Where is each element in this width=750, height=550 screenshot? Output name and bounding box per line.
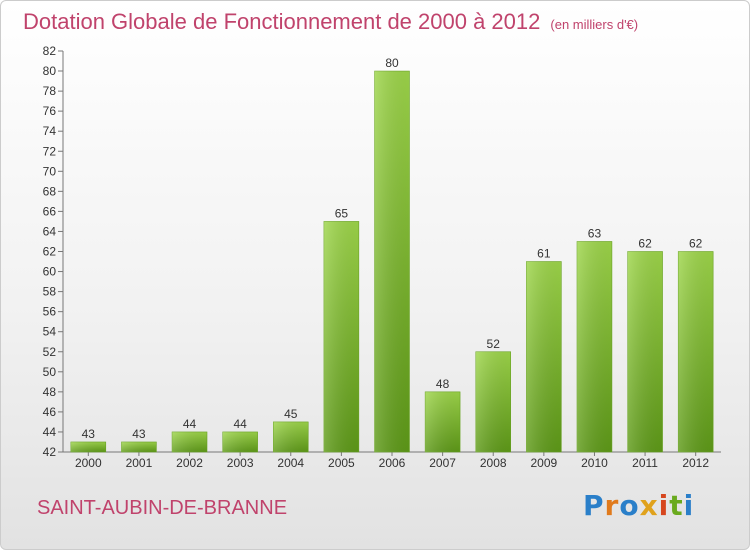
x-tick-label: 2005 [328, 456, 355, 470]
bar-shade [323, 221, 359, 452]
y-tick-label: 50 [43, 365, 57, 379]
chart-title: Dotation Globale de Fonctionnement de 20… [23, 9, 638, 35]
y-tick-label: 58 [43, 285, 57, 299]
bars [70, 70, 714, 453]
y-tick-label: 70 [43, 164, 57, 178]
x-tick-label: 2000 [75, 456, 102, 470]
bar-value-label: 52 [487, 337, 501, 351]
y-tick-label: 44 [43, 425, 57, 439]
x-tick-label: 2010 [581, 456, 608, 470]
y-tick-label: 68 [43, 184, 57, 198]
x-tick-label: 2002 [176, 456, 203, 470]
bar-value-label: 43 [132, 427, 146, 441]
x-tick-label: 2001 [126, 456, 153, 470]
y-axis: 42 44 46 48 50 52 54 56 58 60 62 64 66 68 70 72 74 76 78 80… [43, 44, 64, 459]
y-tick-label: 74 [43, 124, 57, 138]
y-tick-label: 46 [43, 405, 57, 419]
bar-value-label: 44 [233, 417, 247, 431]
bar-value-label: 80 [385, 56, 399, 70]
y-tick-label: 62 [43, 245, 57, 259]
bar-shade [627, 251, 663, 452]
x-tick-label: 2012 [682, 456, 709, 470]
x-tick-label: 2003 [227, 456, 254, 470]
y-tick-label: 52 [43, 345, 57, 359]
bar-shade [526, 261, 562, 452]
bar-shade [678, 251, 714, 452]
y-tick-label: 80 [43, 64, 57, 78]
x-tick-label: 2006 [379, 456, 406, 470]
y-tick-label: 66 [43, 204, 57, 218]
chart-title-text: Dotation Globale de Fonctionnement de 20… [23, 9, 541, 34]
bar-value-label: 43 [82, 427, 96, 441]
y-tick-label: 48 [43, 385, 57, 399]
place-name: SAINT-AUBIN-DE-BRANNE [37, 497, 288, 519]
bar-value-label: 65 [335, 206, 349, 220]
bar-shade [121, 441, 157, 452]
y-tick-label: 64 [43, 224, 57, 238]
x-tick-label: 2008 [480, 456, 507, 470]
logo-letter: t [669, 489, 684, 522]
x-tick-label: 2009 [530, 456, 557, 470]
bar-value-label: 61 [537, 247, 551, 261]
logo-letter: r [604, 489, 620, 522]
bar-shade [425, 391, 461, 452]
bar-value-label: 48 [436, 377, 450, 391]
y-tick-label: 54 [43, 325, 57, 339]
x-tick-label: 2011 [632, 456, 658, 470]
logo-letter: i [658, 489, 670, 522]
x-axis: 2000 2001 2002 2003 2004 2005 2006 2007 2008 2009… [63, 451, 721, 470]
y-tick-label: 60 [43, 265, 57, 279]
chart-subtitle: (en milliers d'€) [550, 17, 639, 32]
logo-letter: x [639, 489, 659, 522]
x-tick-label: 2007 [429, 456, 456, 470]
x-tick-label: 2004 [277, 456, 304, 470]
logo-letter: o [619, 489, 640, 522]
data-labels: 43 43 44 44 45 65 80 48 52 61 63 62 62 [82, 56, 703, 441]
bar-shade [273, 421, 309, 452]
bar-value-label: 44 [183, 417, 197, 431]
y-tick-label: 72 [43, 144, 57, 158]
bar-value-label: 62 [638, 237, 652, 251]
bar-shade [222, 431, 258, 452]
logo-letter: i [683, 489, 695, 522]
proxiti-logo[interactable]: Proxiti [583, 489, 694, 522]
bar-shade [374, 71, 410, 453]
bar-shade [70, 441, 106, 452]
bar-value-label: 62 [689, 237, 703, 251]
bar-shade [172, 431, 208, 452]
y-tick-label: 56 [43, 305, 57, 319]
bar-shade [475, 351, 511, 452]
bar-value-label: 63 [588, 226, 602, 240]
y-tick-label: 42 [43, 445, 57, 459]
logo-letter: P [583, 489, 605, 522]
y-tick-label: 82 [43, 44, 57, 58]
y-tick-label: 76 [43, 104, 57, 118]
bar-value-label: 45 [284, 407, 298, 421]
bar-shade [576, 241, 612, 452]
y-tick-label: 78 [43, 84, 57, 98]
